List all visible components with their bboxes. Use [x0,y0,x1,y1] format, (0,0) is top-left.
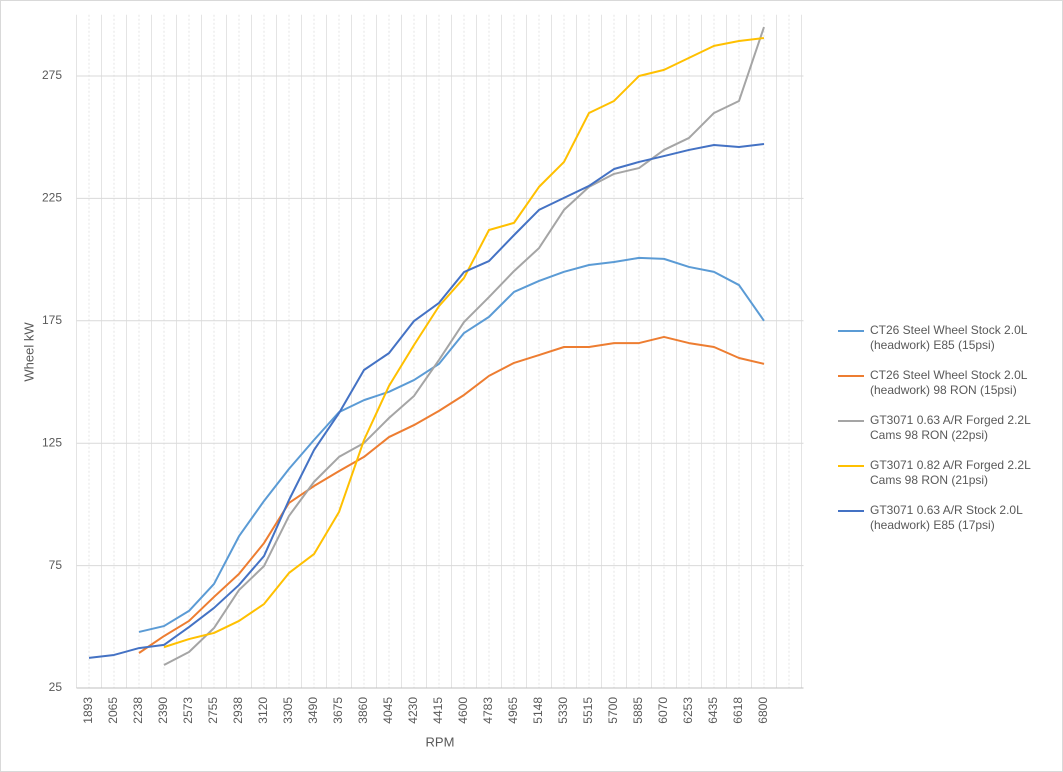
legend-swatch [838,375,864,377]
x-axis-title: RPM [426,734,455,749]
x-tick-label: 1893 [81,697,95,724]
y-tick-label: 225 [42,191,62,205]
x-tick-label: 2573 [181,697,195,724]
y-tick-label: 175 [42,313,62,327]
x-tick-label: 2238 [131,697,145,724]
series-line [88,143,765,659]
y-tick-label: 275 [42,68,62,82]
legend-swatch [838,510,864,512]
x-tick-label: 6800 [756,697,770,724]
x-tick-label: 3490 [306,697,320,724]
y-tick-label: 125 [42,435,62,449]
x-tick-label: 4965 [506,697,520,724]
y-tick-label: 75 [49,558,63,572]
x-tick-label: 2938 [231,697,245,724]
legend-swatch [838,330,864,332]
x-tick-label: 6618 [731,697,745,724]
x-tick-label: 4045 [381,697,395,724]
legend-label: GT3071 0.82 A/R Forged 2.2L Cams 98 RON … [870,458,1031,487]
x-tick-label: 6070 [656,697,670,724]
x-tick-label: 3120 [256,697,270,724]
x-tick-label: 6253 [681,697,695,724]
x-tick-label: 6435 [706,697,720,724]
legend-item: GT3071 0.82 A/R Forged 2.2L Cams 98 RON … [838,458,1038,488]
x-tick-label: 5330 [556,697,570,724]
y-axis-title: Wheel kW [21,322,36,382]
legend-label: CT26 Steel Wheel Stock 2.0L (headwork) E… [870,323,1027,352]
x-tick-label: 4600 [456,697,470,724]
x-tick-label: 4783 [481,697,495,724]
legend-swatch [838,420,864,422]
x-tick-label: 5515 [581,697,595,724]
y-tick-label: 25 [49,680,63,694]
series-line [163,37,765,649]
series-line [163,26,765,666]
x-tick-label: 2390 [156,697,170,724]
x-tick-label: 5885 [631,697,645,724]
x-tick-label: 2755 [206,697,220,724]
x-tick-label: 2065 [106,697,120,724]
series-line [138,256,765,633]
legend-label: GT3071 0.63 A/R Forged 2.2L Cams 98 RON … [870,413,1031,442]
x-tick-label: 3675 [331,697,345,724]
x-tick-label: 5148 [531,697,545,724]
x-tick-label: 3305 [281,697,295,724]
legend-swatch [838,465,864,467]
x-tick-label: 3860 [356,697,370,724]
series-line [138,335,765,654]
x-tick-label: 4230 [406,697,420,724]
legend-item: GT3071 0.63 A/R Forged 2.2L Cams 98 RON … [838,413,1038,443]
legend-item: CT26 Steel Wheel Stock 2.0L (headwork) E… [838,323,1038,353]
x-tick-label: 5700 [606,697,620,724]
legend-label: CT26 Steel Wheel Stock 2.0L (headwork) 9… [870,368,1027,397]
legend-item: GT3071 0.63 A/R Stock 2.0L (headwork) E8… [838,503,1038,533]
x-tick-label: 4415 [431,697,445,724]
legend-label: GT3071 0.63 A/R Stock 2.0L (headwork) E8… [870,503,1023,532]
legend-item: CT26 Steel Wheel Stock 2.0L (headwork) 9… [838,368,1038,398]
